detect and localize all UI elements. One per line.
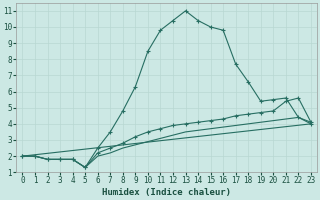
X-axis label: Humidex (Indice chaleur): Humidex (Indice chaleur) xyxy=(102,188,231,197)
